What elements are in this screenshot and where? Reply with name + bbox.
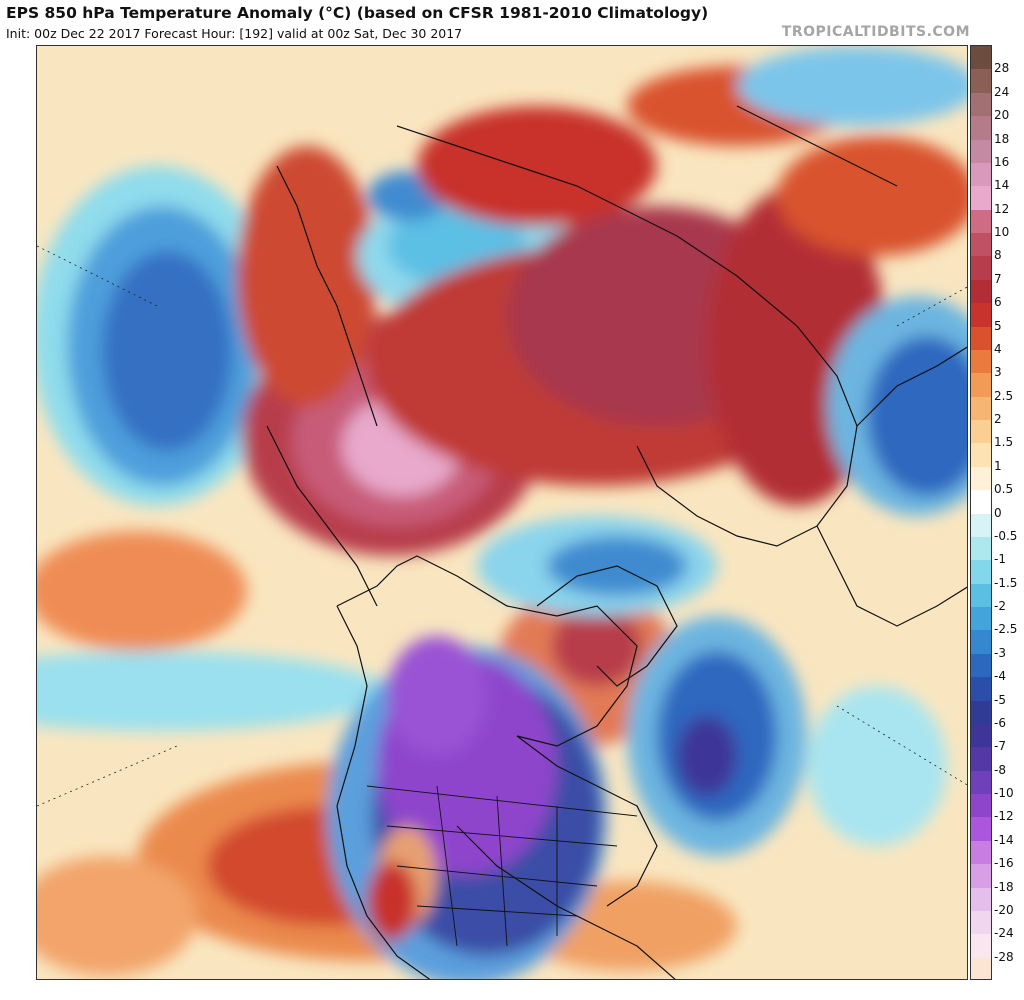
colorbar-swatch [971,560,991,585]
colorbar-swatch [971,420,991,444]
colorbar-swatch [971,466,991,491]
colorbar-swatch [971,303,991,327]
colorbar-swatch [971,723,991,748]
colorbar-label: 3 [994,365,1002,380]
colorbar-swatch [971,910,991,935]
colorbar-label: 16 [994,154,1010,169]
colorbar-label: -28 [994,949,1014,964]
colorbar-label: -18 [994,879,1014,894]
colorbar-swatch [971,817,991,842]
colorbar-swatch [971,326,991,351]
colorbar-swatch [971,794,991,818]
colorbar-swatch [971,139,991,164]
colorbar-swatch [971,677,991,701]
colorbar-swatch [971,396,991,421]
colorbar-swatch [971,162,991,187]
colorbar-swatch [971,700,991,725]
colorbar-label: 28 [994,61,1010,76]
colorbar-swatch [971,513,991,538]
colorbar-swatch [971,536,991,561]
colorbar-label: 10 [994,225,1010,239]
colorbar-label: 18 [994,131,1010,146]
colorbar-swatch [971,607,991,631]
colorbar-label: 0 [994,505,1002,520]
colorbar-swatch [971,373,991,398]
colorbar-label: -2.5 [994,622,1018,637]
colorbar-label: -16 [994,856,1014,871]
anomaly-field [37,46,967,979]
colorbar-swatch [971,840,991,865]
us-state-borders [366,785,638,947]
colorbar-label: -8 [994,762,1006,777]
colorbar-swatch [971,583,991,608]
colorbar-label: -0.5 [994,528,1018,543]
colorbar-swatch [971,864,991,888]
colorbar-swatch [971,92,991,117]
colorbar-label: -20 [994,902,1014,917]
colorbar-label: -12 [994,809,1014,824]
colorbar-label: -7 [994,739,1006,754]
colorbar-label: -4 [994,669,1006,684]
colorbar-swatch [971,443,991,468]
anomaly-map[interactable] [36,45,968,980]
colorbar-label: 14 [994,178,1010,193]
colorbar-label: 8 [994,248,1002,263]
colorbar-label: 0.5 [994,482,1014,497]
colorbar-swatch [971,887,991,912]
colorbar-label: 24 [994,84,1010,99]
graticule [37,245,967,807]
colorbar-label: -3 [994,645,1006,660]
map-canvas [37,46,967,979]
colorbar-label: -2 [994,599,1006,613]
colorbar-label: 5 [994,318,1002,333]
colorbar-swatch [971,186,991,211]
colorbar-label: -14 [994,832,1014,847]
colorbar-swatch [971,279,991,304]
colorbar [970,45,992,980]
colorbar-label: 6 [994,295,1002,310]
colorbar-swatch [971,69,991,94]
colorbar-swatch [971,233,991,257]
brand-watermark: TROPICALTIDBITS.COM [781,24,970,40]
colorbar-swatch [971,490,991,514]
map-title: EPS 850 hPa Temperature Anomaly (°C) (ba… [6,4,709,22]
colorbar-swatch [971,934,991,959]
colorbar-label: 1.5 [994,435,1014,450]
colorbar-label: 1 [994,458,1002,473]
colorbar-swatch [971,630,991,655]
colorbar-label: -5 [994,692,1006,707]
colorbar-swatch [971,256,991,281]
colorbar-swatch [971,46,991,70]
colorbar-label: 2.5 [994,388,1014,403]
colorbar-swatch [971,747,991,772]
colorbar-swatch [971,770,991,795]
colorbar-label: -6 [994,715,1006,730]
colorbar-label: 20 [994,108,1010,123]
colorbar-swatch [971,349,991,374]
colorbar-label: 7 [994,271,1002,286]
map-subtitle: Init: 00z Dec 22 2017 Forecast Hour: [19… [6,26,463,41]
colorbar-label: -1.5 [994,575,1018,590]
colorbar-label: -10 [994,786,1014,800]
colorbar-label: -24 [994,926,1014,941]
colorbar-label: -1 [994,552,1006,567]
colorbar-label: 12 [994,201,1010,216]
colorbar-label: 4 [994,341,1002,356]
colorbar-swatch [971,957,991,979]
colorbar-label: 2 [994,412,1002,426]
colorbar-swatch [971,116,991,140]
colorbar-swatch [971,653,991,678]
colorbar-swatch [971,209,991,234]
